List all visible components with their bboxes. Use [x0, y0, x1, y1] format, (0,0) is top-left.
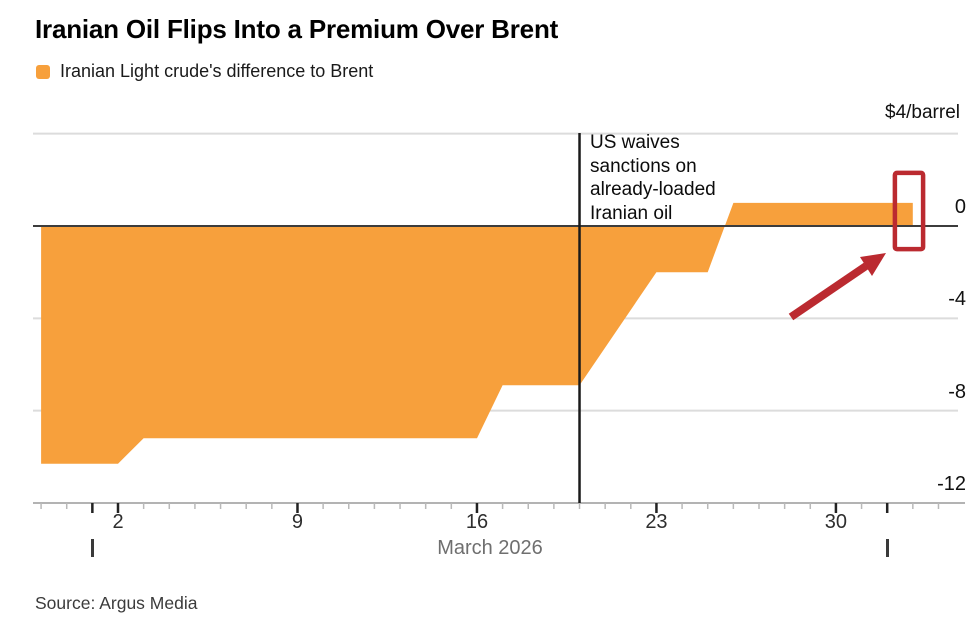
month-extent-marker [91, 539, 94, 557]
event-annotation-line: sanctions on [590, 155, 697, 177]
x-axis-tick-label: 2 [112, 511, 124, 533]
x-axis-tick-label: 30 [824, 511, 848, 533]
area-series [41, 202, 913, 464]
x-axis-tick-label: 9 [291, 511, 304, 533]
source-credit: Source: Argus Media [35, 593, 198, 613]
y-axis-tick-label: 0 [954, 196, 966, 218]
red-arrow-shaft [788, 262, 869, 321]
x-axis-tick-label: 23 [645, 511, 668, 533]
y-axis-unit-label: $4/barrel [885, 102, 960, 123]
page-title: Iranian Oil Flips Into a Premium Over Br… [35, 14, 559, 44]
legend-swatch-icon [36, 64, 50, 79]
x-axis-month-label: March 2026 [437, 537, 543, 559]
x-axis-tick-label: 16 [465, 511, 489, 533]
y-axis-tick-label: -12 [937, 472, 966, 495]
event-annotation-line: US waives [590, 132, 680, 153]
y-axis-tick-label: -4 [948, 288, 966, 311]
legend: Iranian Light crude's difference to Bren… [36, 61, 373, 82]
event-annotation-line: Iranian oil [590, 202, 673, 224]
month-extent-marker [886, 539, 889, 557]
red-arrow-icon [860, 253, 886, 276]
legend-label: Iranian Light crude's difference to Bren… [60, 61, 374, 81]
y-axis-tick-label: -8 [948, 380, 966, 403]
event-annotation: US waives sanctions on already-loaded Ir… [590, 131, 716, 225]
highlight-box [892, 170, 926, 252]
event-annotation-line: already-loaded [590, 179, 716, 200]
